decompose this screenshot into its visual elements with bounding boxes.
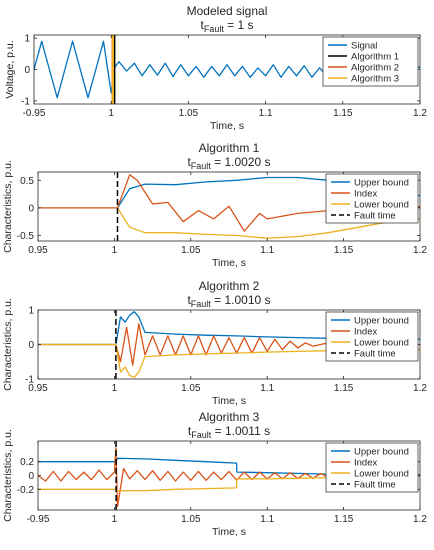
- x-tick-label: 1.15: [333, 108, 353, 119]
- x-tick-label: 1: [112, 383, 118, 394]
- x-axis-label: Time, s: [210, 120, 244, 132]
- subtitle-subscript: Fault: [191, 299, 212, 309]
- series-lower-bound-line: [116, 207, 420, 239]
- x-axis-label: Time, s: [212, 257, 246, 269]
- legend-entry-label: Upper bound: [354, 177, 409, 188]
- x-tick-label: 0.95: [28, 383, 48, 394]
- legend-entry-label: Lower bound: [354, 337, 409, 348]
- chart-subtitle: tFault = 1.0020 s: [187, 155, 270, 171]
- subtitle-prefix: t: [188, 424, 192, 438]
- legend-entry-label: Fault time: [354, 348, 396, 359]
- y-tick-label: 0: [28, 203, 34, 214]
- y-tick-label: 0: [28, 471, 34, 482]
- y-tick-label: -0.2: [17, 485, 35, 496]
- x-tick-label: 1.05: [181, 383, 201, 394]
- y-tick-label: 0: [28, 340, 34, 351]
- y-tick-label: -0.5: [17, 231, 35, 242]
- x-tick-label: 1: [108, 108, 114, 119]
- legend-entry-label: Fault time: [354, 479, 396, 490]
- x-tick-label: -0.95: [23, 108, 46, 119]
- subtitle-suffix: = 1 s: [224, 18, 254, 32]
- y-tick-label: 1: [24, 34, 30, 45]
- series-index-line: [38, 447, 420, 508]
- chart-subtitle: tFault = 1.0010 s: [187, 293, 270, 309]
- axes-box: [37, 171, 421, 242]
- chart-title: Algorithm 3: [199, 410, 260, 424]
- y-tick-label: 1: [28, 306, 34, 317]
- y-tick-label: -1: [21, 96, 30, 107]
- legend-entry-label: Lower bound: [354, 468, 409, 479]
- y-axis-label: Characteristics, p.u.: [2, 160, 14, 253]
- x-tick-label: 1.1: [260, 245, 274, 256]
- x-axis-label: Time, s: [212, 526, 246, 538]
- legend-entry-label: Algorithm 3: [351, 73, 399, 84]
- legend-entry-label: Fault time: [354, 210, 396, 221]
- legend-entry-label: Signal: [351, 40, 377, 51]
- x-tick-label: 1.1: [260, 383, 274, 394]
- legend-entry-label: Algorithm 2: [351, 62, 399, 73]
- x-tick-label: 1.15: [334, 514, 354, 525]
- x-tick-label: 1.15: [334, 245, 354, 256]
- legend-entry-label: Index: [354, 326, 377, 337]
- x-tick-label: 1.15: [334, 383, 354, 394]
- x-tick-label: 1.2: [413, 108, 427, 119]
- x-tick-label: 1.2: [413, 383, 427, 394]
- legend-entry-label: Upper bound: [354, 446, 409, 457]
- legend-entry-label: Lower bound: [354, 199, 409, 210]
- subtitle-prefix: t: [187, 155, 191, 169]
- x-tick-label: 1.05: [181, 245, 201, 256]
- x-tick-label: 1.05: [181, 514, 201, 525]
- x-tick-label: 1.1: [260, 514, 274, 525]
- x-tick-label: 1.2: [413, 514, 427, 525]
- chart-subtitle: tFault = 1 s: [200, 18, 253, 34]
- subtitle-suffix: = 1.0010 s: [211, 293, 271, 307]
- x-tick-label: -0.95: [27, 514, 50, 525]
- x-tick-label: 0.95: [28, 245, 48, 256]
- subtitle-prefix: t: [200, 18, 204, 32]
- legend-entry-label: Upper bound: [354, 315, 409, 326]
- x-tick-label: 1.1: [259, 108, 273, 119]
- chart-title: Algorithm 2: [199, 279, 260, 293]
- y-tick-label: -1: [25, 375, 34, 386]
- chart-title: Algorithm 1: [199, 141, 260, 155]
- y-tick-label: 0: [24, 65, 30, 76]
- x-tick-label: 1.05: [179, 108, 199, 119]
- y-tick-label: 0.2: [20, 457, 34, 468]
- legend-entry-label: Algorithm 1: [351, 51, 399, 62]
- legend-entry-label: Index: [354, 457, 377, 468]
- y-axis-label: Voltage, p.u.: [4, 40, 16, 98]
- y-tick-label: 0.5: [20, 176, 34, 187]
- legend-entry-label: Index: [354, 188, 377, 199]
- subtitle-subscript: Fault: [191, 161, 212, 171]
- x-tick-label: 1: [112, 245, 118, 256]
- subtitle-subscript: Fault: [191, 430, 212, 440]
- y-axis-label: Characteristics, p.u.: [2, 298, 14, 391]
- subtitle-prefix: t: [187, 293, 191, 307]
- y-axis-label: Characteristics, p.u.: [2, 429, 14, 522]
- x-tick-label: 1.2: [413, 245, 427, 256]
- subtitle-suffix: = 1.0011 s: [211, 424, 270, 438]
- subtitle-suffix: = 1.0020 s: [211, 155, 271, 169]
- x-axis-label: Time, s: [212, 395, 246, 407]
- x-tick-label: 1: [112, 514, 118, 525]
- subtitle-subscript: Fault: [204, 24, 225, 34]
- chart-subtitle: tFault = 1.0011 s: [188, 424, 270, 440]
- chart-title: Modeled signal: [187, 4, 268, 18]
